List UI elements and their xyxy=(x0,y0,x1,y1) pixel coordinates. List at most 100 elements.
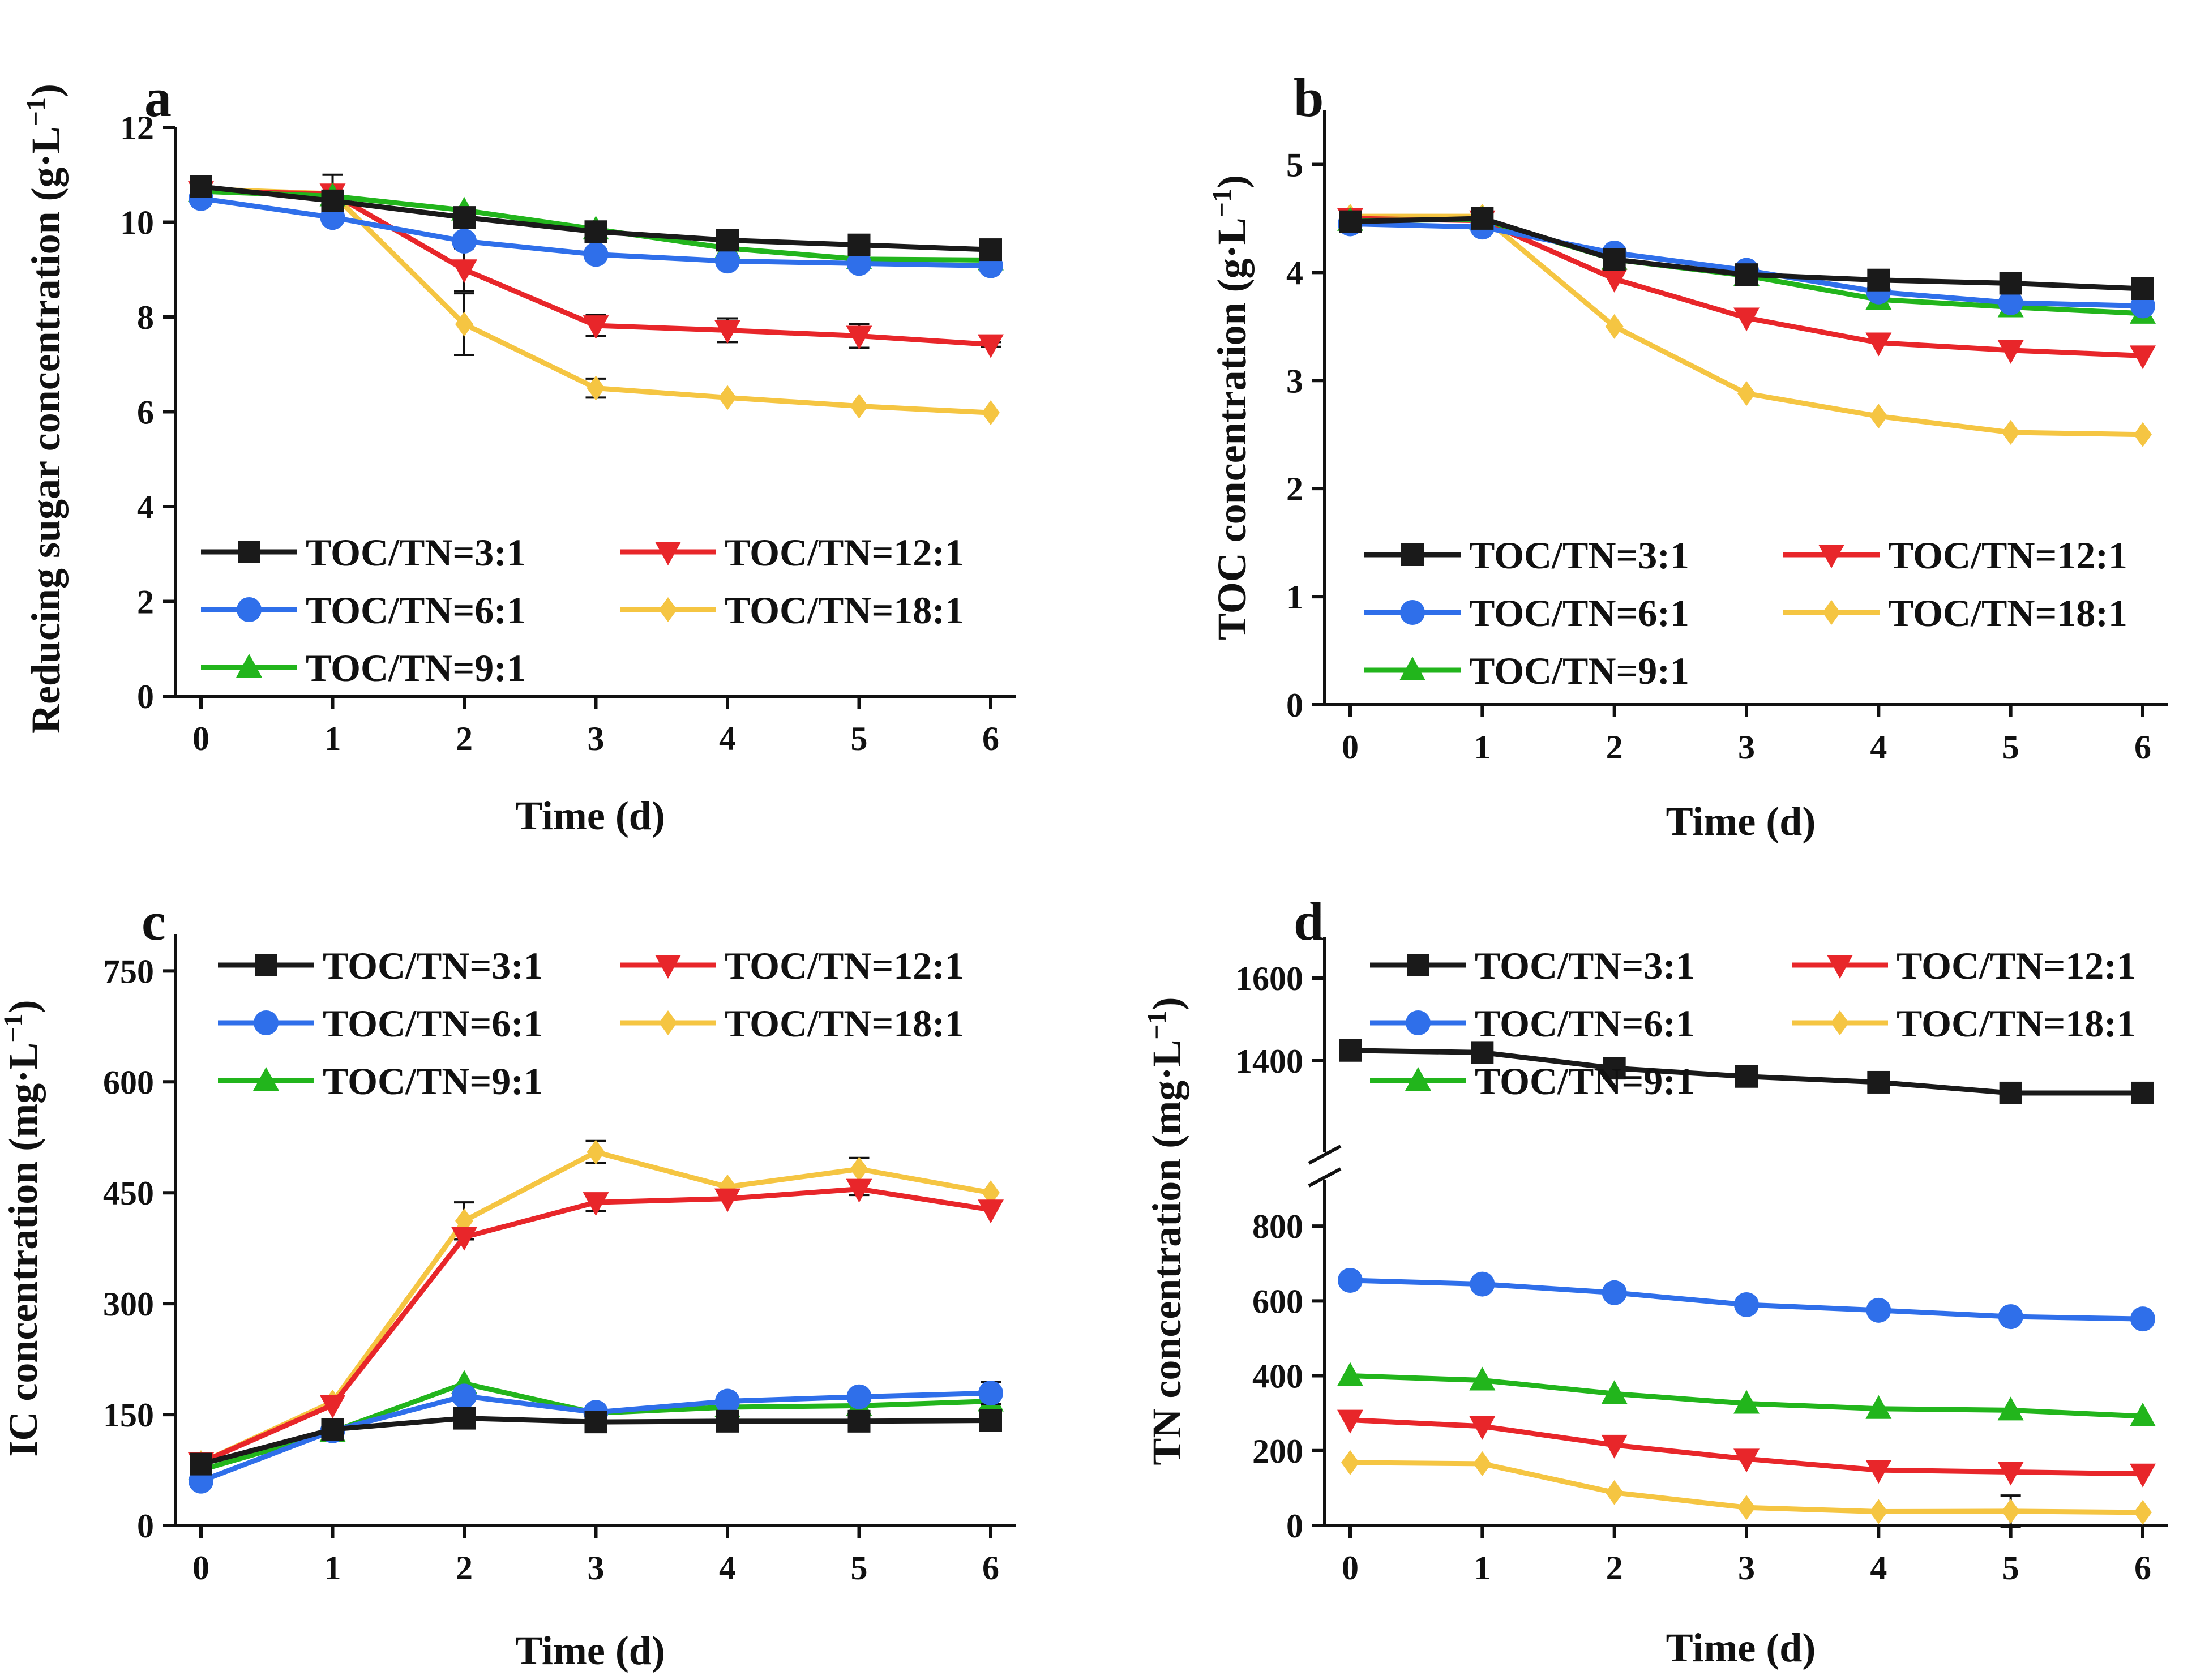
y-tick-label: 8 xyxy=(137,299,154,336)
data-point xyxy=(451,259,477,284)
data-point xyxy=(1471,1041,1494,1064)
y-tick-label: 1 xyxy=(1286,578,1303,616)
data-point xyxy=(1997,1462,2024,1486)
series-toc-tn-6-1 xyxy=(1338,1267,2155,1332)
x-tick-label: 6 xyxy=(982,720,999,757)
series-toc-tn-3-1 xyxy=(1339,1039,2154,1104)
data-point xyxy=(716,1409,739,1433)
panel-d: d 0 200 400 600 800 1400 1600 0 1 2 3 4 5 6 Time (d) TN… xyxy=(1142,891,2168,1670)
legend-label: TOC/TN=6:1 xyxy=(323,1002,543,1045)
series-toc-tn-12-1 xyxy=(1337,1409,2156,1488)
data-point xyxy=(321,189,344,212)
y-axis-title: TN concentration (mg·L−1) xyxy=(1142,997,1189,1465)
data-point xyxy=(1339,1039,1362,1062)
data-point xyxy=(1735,1065,1758,1088)
data-point xyxy=(319,1395,346,1419)
legend-label: TOC/TN=12:1 xyxy=(725,944,964,987)
data-point xyxy=(1733,307,1760,332)
x-tick-label: 1 xyxy=(324,720,341,757)
series-toc-tn-3-1 xyxy=(190,175,1002,262)
data-point xyxy=(1998,290,2023,315)
legend: TOC/TN=3:1 TOC/TN=6:1 TOC/TN=9:1 TOC/TN=12:… xyxy=(1364,534,2127,692)
data-point xyxy=(1337,1362,1363,1386)
y-axis-title: IC concentration (mg·L−1) xyxy=(0,1000,46,1456)
legend-marker xyxy=(237,597,262,622)
x-tick-label: 6 xyxy=(2134,1549,2151,1587)
data-point xyxy=(1997,340,2024,364)
data-point xyxy=(979,238,1002,262)
panel-letter-c: c xyxy=(142,891,166,952)
data-point xyxy=(847,1409,871,1433)
x-tick-label: 4 xyxy=(719,1549,736,1587)
data-point xyxy=(2131,1081,2154,1104)
data-point xyxy=(714,1188,740,1212)
x-tick-label: 0 xyxy=(1342,728,1359,766)
y-tick-label: 400 xyxy=(1252,1358,1303,1395)
data-point xyxy=(1338,1267,1363,1293)
data-point xyxy=(1869,404,1888,429)
data-point xyxy=(1469,1416,1496,1440)
data-point xyxy=(321,1418,344,1441)
data-point xyxy=(453,1407,476,1430)
legend-label: TOC/TN=3:1 xyxy=(1475,944,1695,987)
data-point xyxy=(715,248,740,274)
data-point xyxy=(1867,268,1890,292)
x-tick-label: 5 xyxy=(851,1549,868,1587)
data-point xyxy=(1733,1390,1760,1414)
data-point xyxy=(1869,1499,1888,1524)
data-point xyxy=(587,375,605,401)
data-point xyxy=(850,1156,868,1182)
data-point xyxy=(584,220,607,243)
data-point xyxy=(2001,419,2020,445)
x-tick-label: 3 xyxy=(1738,1549,1755,1587)
data-point xyxy=(1999,272,2022,295)
legend-marker xyxy=(1827,955,1853,979)
x-tick-label: 5 xyxy=(2002,728,2019,766)
legend-marker xyxy=(659,1010,677,1035)
y-tick-label: 6 xyxy=(137,394,154,431)
y-axis-title: TOC concentration (g·L−1) xyxy=(1207,175,1255,640)
x-tick-label: 1 xyxy=(1474,1549,1491,1587)
data-point xyxy=(2130,1306,2155,1332)
y-tick-label: 750 xyxy=(103,953,154,990)
data-point xyxy=(190,1452,212,1476)
y-tick-label: 600 xyxy=(103,1064,154,1101)
legend-marker xyxy=(236,654,262,678)
x-tick-label: 1 xyxy=(1474,728,1491,766)
data-point xyxy=(850,393,868,419)
axis-break-mark-upper xyxy=(1308,1145,1342,1165)
y-tick-label: 2 xyxy=(1286,470,1303,508)
data-point xyxy=(716,229,739,252)
data-point xyxy=(1603,1057,1626,1080)
legend-label: TOC/TN=6:1 xyxy=(1469,592,1689,635)
data-point xyxy=(2130,345,2156,370)
x-tick-label: 5 xyxy=(2002,1549,2019,1587)
x-tick-label: 0 xyxy=(1342,1549,1359,1587)
series-toc-tn-9-1 xyxy=(1337,1362,2156,1426)
data-point xyxy=(979,1409,1002,1432)
x-axis-title: Time (d) xyxy=(1666,1625,1816,1670)
data-point xyxy=(2130,1463,2156,1488)
y-tick-label: 5 xyxy=(1286,146,1303,183)
x-tick-label: 2 xyxy=(1606,728,1623,766)
x-axis-title: Time (d) xyxy=(515,793,665,838)
legend-marker xyxy=(655,955,681,979)
legend-marker xyxy=(1400,600,1425,625)
legend: TOC/TN=3:1 TOC/TN=6:1 TOC/TN=9:1 TOC/TN=12:… xyxy=(1370,944,2136,1103)
data-point xyxy=(846,251,872,276)
data-point xyxy=(2131,277,2154,300)
data-point xyxy=(1601,1380,1628,1404)
data-point xyxy=(982,400,1000,426)
data-point xyxy=(1866,1297,1891,1323)
data-point xyxy=(1865,332,1892,357)
x-tick-label: 3 xyxy=(588,720,605,757)
data-point xyxy=(583,1192,609,1216)
x-axis-title: Time (d) xyxy=(515,1628,665,1673)
y-tick-label: 3 xyxy=(1286,362,1303,400)
data-point xyxy=(846,325,872,350)
legend-label: TOC/TN=3:1 xyxy=(1469,534,1689,577)
panel-letter-d: d xyxy=(1294,891,1324,952)
legend-label: TOC/TN=9:1 xyxy=(323,1060,543,1103)
